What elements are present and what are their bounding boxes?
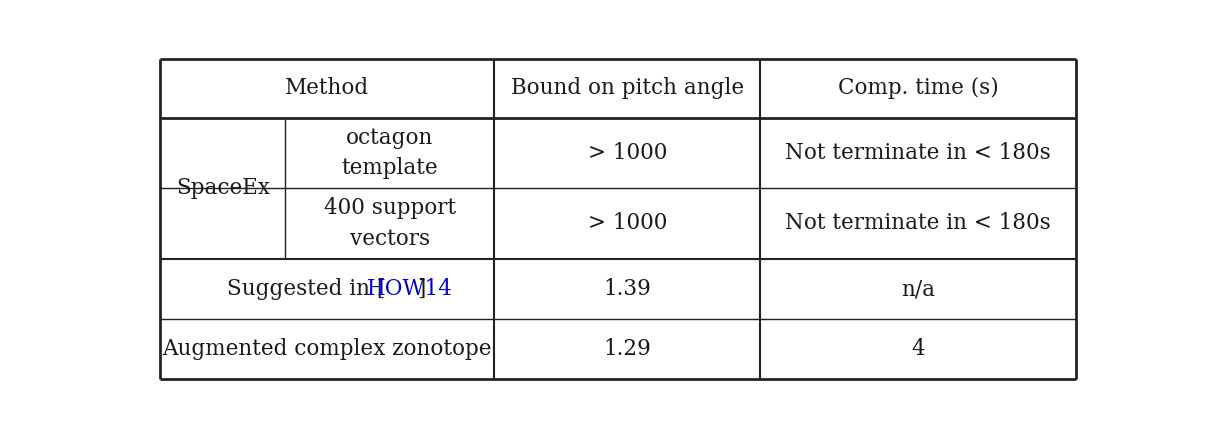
Text: octagon
template: octagon template [341,127,438,179]
Text: ]: ] [417,278,426,300]
Text: Augmented complex zonotope: Augmented complex zonotope [163,338,492,360]
Text: 1.29: 1.29 [603,338,651,360]
Text: Suggested in [: Suggested in [ [227,278,386,300]
Text: Comp. time (s): Comp. time (s) [838,77,999,99]
Text: 4: 4 [912,338,925,360]
Text: Method: Method [285,77,369,99]
Text: 1.39: 1.39 [603,278,651,300]
Text: Not terminate in < 180s: Not terminate in < 180s [785,213,1050,234]
Text: > 1000: > 1000 [587,213,667,234]
Text: HOW14: HOW14 [368,278,453,300]
Text: Not terminate in < 180s: Not terminate in < 180s [785,142,1050,164]
Text: > 1000: > 1000 [587,142,667,164]
Text: 400 support
vectors: 400 support vectors [324,197,456,250]
Text: SpaceEx: SpaceEx [176,177,270,199]
Text: Bound on pitch angle: Bound on pitch angle [510,77,744,99]
Text: n/a: n/a [901,278,935,300]
